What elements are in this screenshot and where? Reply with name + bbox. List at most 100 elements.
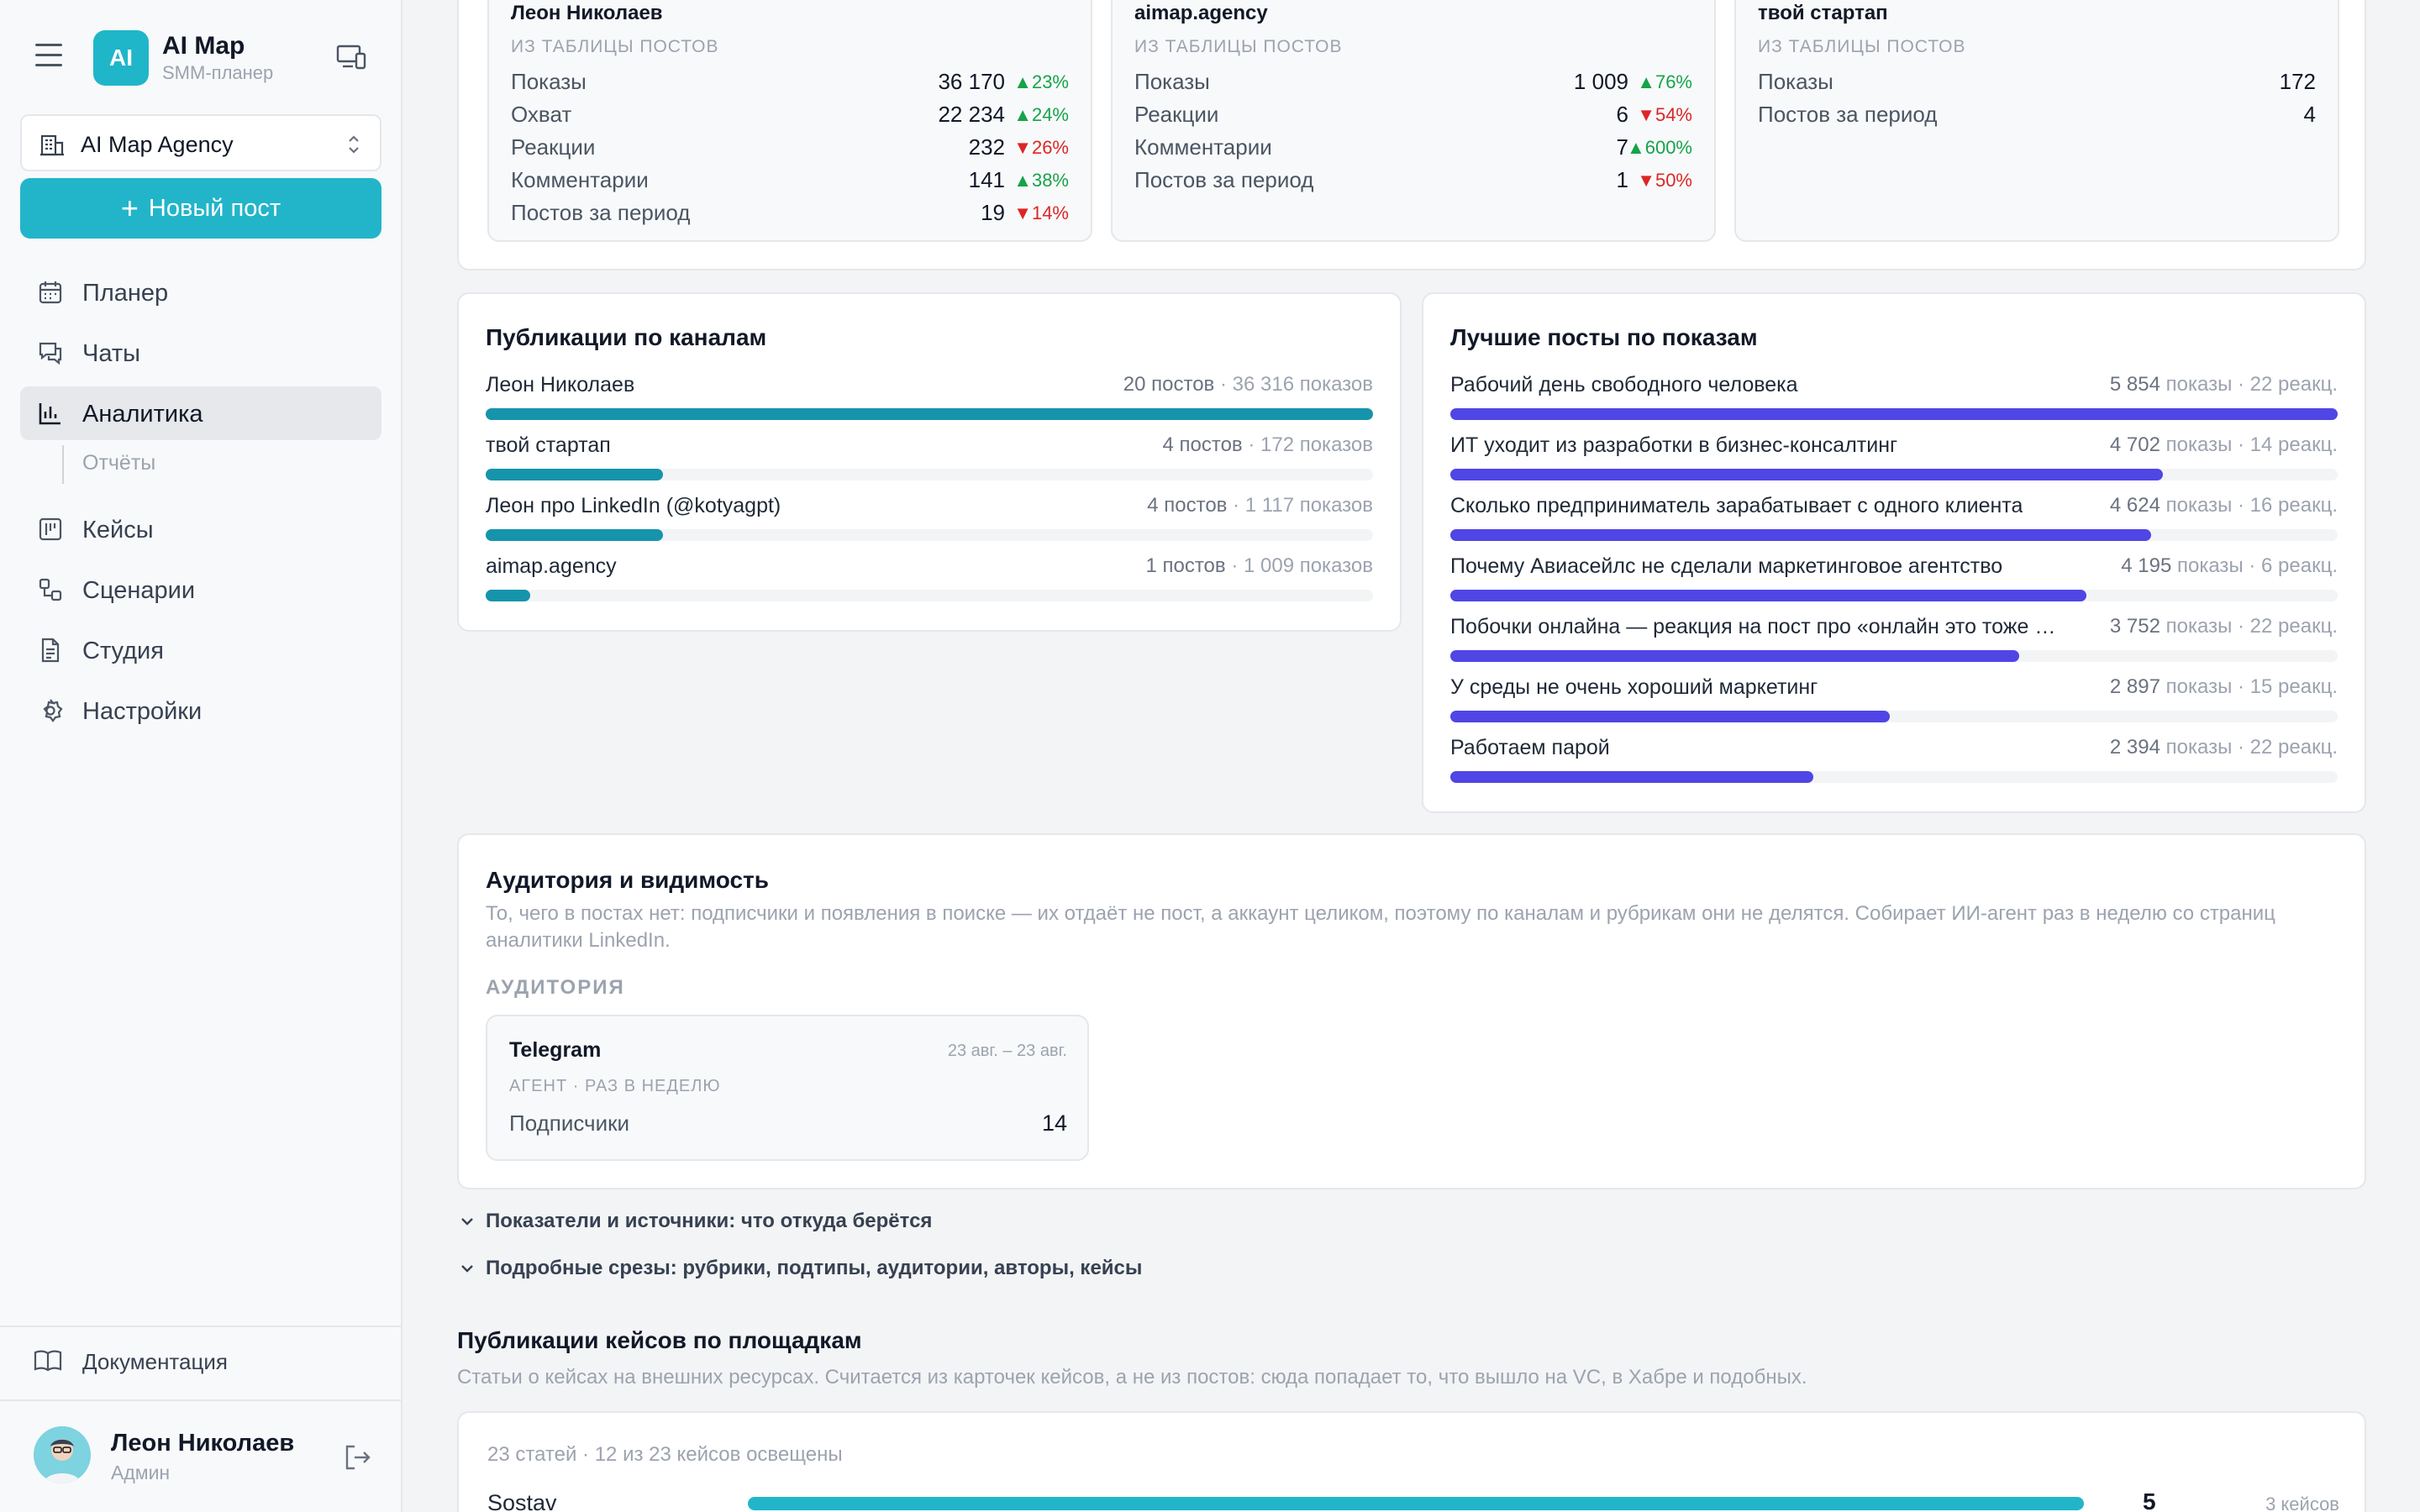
bar-row-stats: 4 постов · 1 117 показов <box>1147 494 1373 517</box>
stat-value: 6 <box>1616 102 1628 127</box>
cases-description: Статьи о кейсах на внешних ресурсах. Счи… <box>457 1366 1807 1389</box>
menu-icon[interactable] <box>35 44 62 69</box>
bar-row-primary: 4 постов <box>1147 494 1228 517</box>
cases-row-count: 5 <box>2143 1488 2156 1512</box>
bar-track <box>1450 650 2338 662</box>
collapsible-sources[interactable]: Показатели и источники: что откуда берёт… <box>459 1210 932 1233</box>
stat-row: Реакции 6 ▼54% <box>1134 102 1699 132</box>
stat-delta: ▲38% <box>1013 170 1069 191</box>
workspace-select[interactable]: AI Map Agency <box>20 114 381 171</box>
subnav-line <box>62 445 64 484</box>
stat-label: Реакции <box>1134 102 1219 127</box>
bar-row[interactable]: Почему Авиасейлс не сделали маркетингово… <box>1450 554 2338 613</box>
bar-row-secondary: показы · 16 реакц. <box>2165 494 2338 517</box>
app-logo: AI <box>93 30 149 86</box>
chat-icon <box>39 342 62 365</box>
nav-item-analytics[interactable]: Аналитика <box>20 386 381 440</box>
gear-icon <box>43 699 63 722</box>
stat-label: Показы <box>511 69 587 94</box>
user-profile[interactable]: Леон Николаев Админ <box>34 1425 378 1487</box>
bar-fill <box>486 590 530 601</box>
nav-item-studio[interactable]: Студия <box>20 623 381 677</box>
bar-track <box>486 469 1373 480</box>
bar-fill <box>1450 771 1813 783</box>
bar-fill <box>1450 711 1890 722</box>
bar-row[interactable]: Леон Николаев 20 постов · 36 316 показов <box>486 373 1373 432</box>
stat-row: Постов за период 4 <box>1758 102 2323 132</box>
stat-card: aimap.agency ИЗ ТАБЛИЦЫ ПОСТОВ Показы 1 009… <box>1111 0 1716 242</box>
stat-row: Охват 22 234 ▲24% <box>511 102 1076 132</box>
stat-row: Комментарии 141 ▲38% <box>511 167 1076 197</box>
bar-row-label: твой стартап <box>486 433 611 457</box>
top-posts-card: Лучшие посты по показам Рабочий день сво… <box>1422 292 2366 813</box>
bar-track <box>1450 469 2338 480</box>
stat-value: 232 <box>968 134 1005 160</box>
stat-delta: ▲76% <box>1637 71 1692 92</box>
bar-row[interactable]: Леон про LinkedIn (@kotyagpt) 4 постов · … <box>486 494 1373 553</box>
devices-icon[interactable] <box>336 44 366 71</box>
collapsible-slices[interactable]: Подробные срезы: рубрики, подтипы, аудит… <box>459 1257 1142 1280</box>
bar-row-stats: 2 897 показы · 15 реакц. <box>2110 675 2338 699</box>
stat-row: Показы 36 170 ▲23% <box>511 69 1076 99</box>
sidebar-divider <box>0 1399 402 1401</box>
collapsible-label: Показатели и источники: что откуда берёт… <box>486 1210 933 1232</box>
stat-row: Показы 172 <box>1758 69 2323 99</box>
stat-value: 36 170 <box>938 69 1005 94</box>
bar-chart-icon <box>39 403 60 425</box>
stat-label: Постов за период <box>1758 102 1938 127</box>
new-post-label: Новый пост <box>148 194 281 222</box>
bar-row-primary: 4 195 <box>2121 554 2172 577</box>
stat-label: Комментарии <box>511 167 649 192</box>
new-post-button[interactable]: + Новый пост <box>20 178 381 239</box>
top-posts-title: Лучшие посты по показам <box>1450 324 1758 350</box>
nav-subitem-reports[interactable]: Отчёты <box>82 451 156 475</box>
nav-item-scenarios[interactable]: Сценарии <box>20 563 381 617</box>
bar-row-primary: 20 постов <box>1123 373 1215 396</box>
nav-item-planner[interactable]: Планер <box>20 265 381 319</box>
nav-item-chats[interactable]: Чаты <box>20 326 381 380</box>
bar-row-secondary: · 172 показов <box>1248 433 1373 456</box>
stat-delta: ▼26% <box>1013 137 1069 158</box>
audience-title: Аудитория и видимость <box>486 867 769 893</box>
stat-label: Охват <box>511 102 572 127</box>
bar-row[interactable]: Работаем парой 2 394 показы · 22 реакц. <box>1450 736 2338 795</box>
bar-row[interactable]: ИТ уходит из разработки в бизнес-консалт… <box>1450 433 2338 492</box>
bar-row-stats: 4 195 показы · 6 реакц. <box>2121 554 2338 578</box>
bar-row[interactable]: Рабочий день свободного человека 5 854 по… <box>1450 373 2338 432</box>
bar-row-label: ИТ уходит из разработки в бизнес-консалт… <box>1450 433 1898 457</box>
docs-link[interactable]: Документация <box>34 1347 370 1381</box>
summary-card: Леон Николаев ИЗ ТАБЛИЦЫ ПОСТОВ Показы 36 1… <box>457 0 2366 270</box>
chevron-updown-icon <box>349 135 359 154</box>
nav-label-analytics: Аналитика <box>82 401 203 428</box>
tg-meta: АГЕНТ · РАЗ В НЕДЕЛЮ <box>509 1077 721 1095</box>
bar-row[interactable]: У среды не очень хороший маркетинг 2 897 … <box>1450 675 2338 734</box>
bar-row-label: Сколько предприниматель зарабатывает с о… <box>1450 494 2023 517</box>
bar-row[interactable]: Побочки онлайна — реакция на пост про «о… <box>1450 615 2338 674</box>
logout-icon[interactable] <box>343 1443 371 1472</box>
bar-row-secondary: показы · 22 реакц. <box>2165 736 2338 759</box>
stat-card-subtitle: ИЗ ТАБЛИЦЫ ПОСТОВ <box>511 37 719 56</box>
bar-row[interactable]: Сколько предприниматель зарабатывает с о… <box>1450 494 2338 553</box>
tg-label: Подписчики <box>509 1110 630 1136</box>
stat-value: 141 <box>968 167 1005 192</box>
bar-row-label: Работаем парой <box>1450 736 1610 759</box>
stat-card-subtitle: ИЗ ТАБЛИЦЫ ПОСТОВ <box>1134 37 1343 56</box>
kanban-icon <box>39 517 62 541</box>
bar-fill <box>1450 408 2338 420</box>
stat-card-subtitle: ИЗ ТАБЛИЦЫ ПОСТОВ <box>1758 37 1966 56</box>
nav-item-settings[interactable]: Настройки <box>20 684 381 738</box>
bar-row-primary: 1 постов <box>1145 554 1226 577</box>
nav-item-cases[interactable]: Кейсы <box>20 502 381 556</box>
bar-row[interactable]: aimap.agency 1 постов · 1 009 показов <box>486 554 1373 613</box>
bar-row-secondary: показы · 22 реакц. <box>2165 615 2338 638</box>
stat-value: 1 009 <box>1573 69 1628 94</box>
stat-value: 22 234 <box>938 102 1005 127</box>
nav-label-planner: Планер <box>82 280 169 307</box>
bar-row-label: Побочки онлайна — реакция на пост про «о… <box>1450 615 2060 638</box>
chevron-down-icon <box>461 1218 473 1226</box>
user-name: Леон Николаев <box>111 1430 295 1457</box>
bar-row[interactable]: твой стартап 4 постов · 172 показов <box>486 433 1373 492</box>
stat-value: 1 <box>1616 167 1628 192</box>
bar-track <box>1450 408 2338 420</box>
audience-description: То, чего в постах нет: подписчики и появ… <box>486 902 2275 952</box>
